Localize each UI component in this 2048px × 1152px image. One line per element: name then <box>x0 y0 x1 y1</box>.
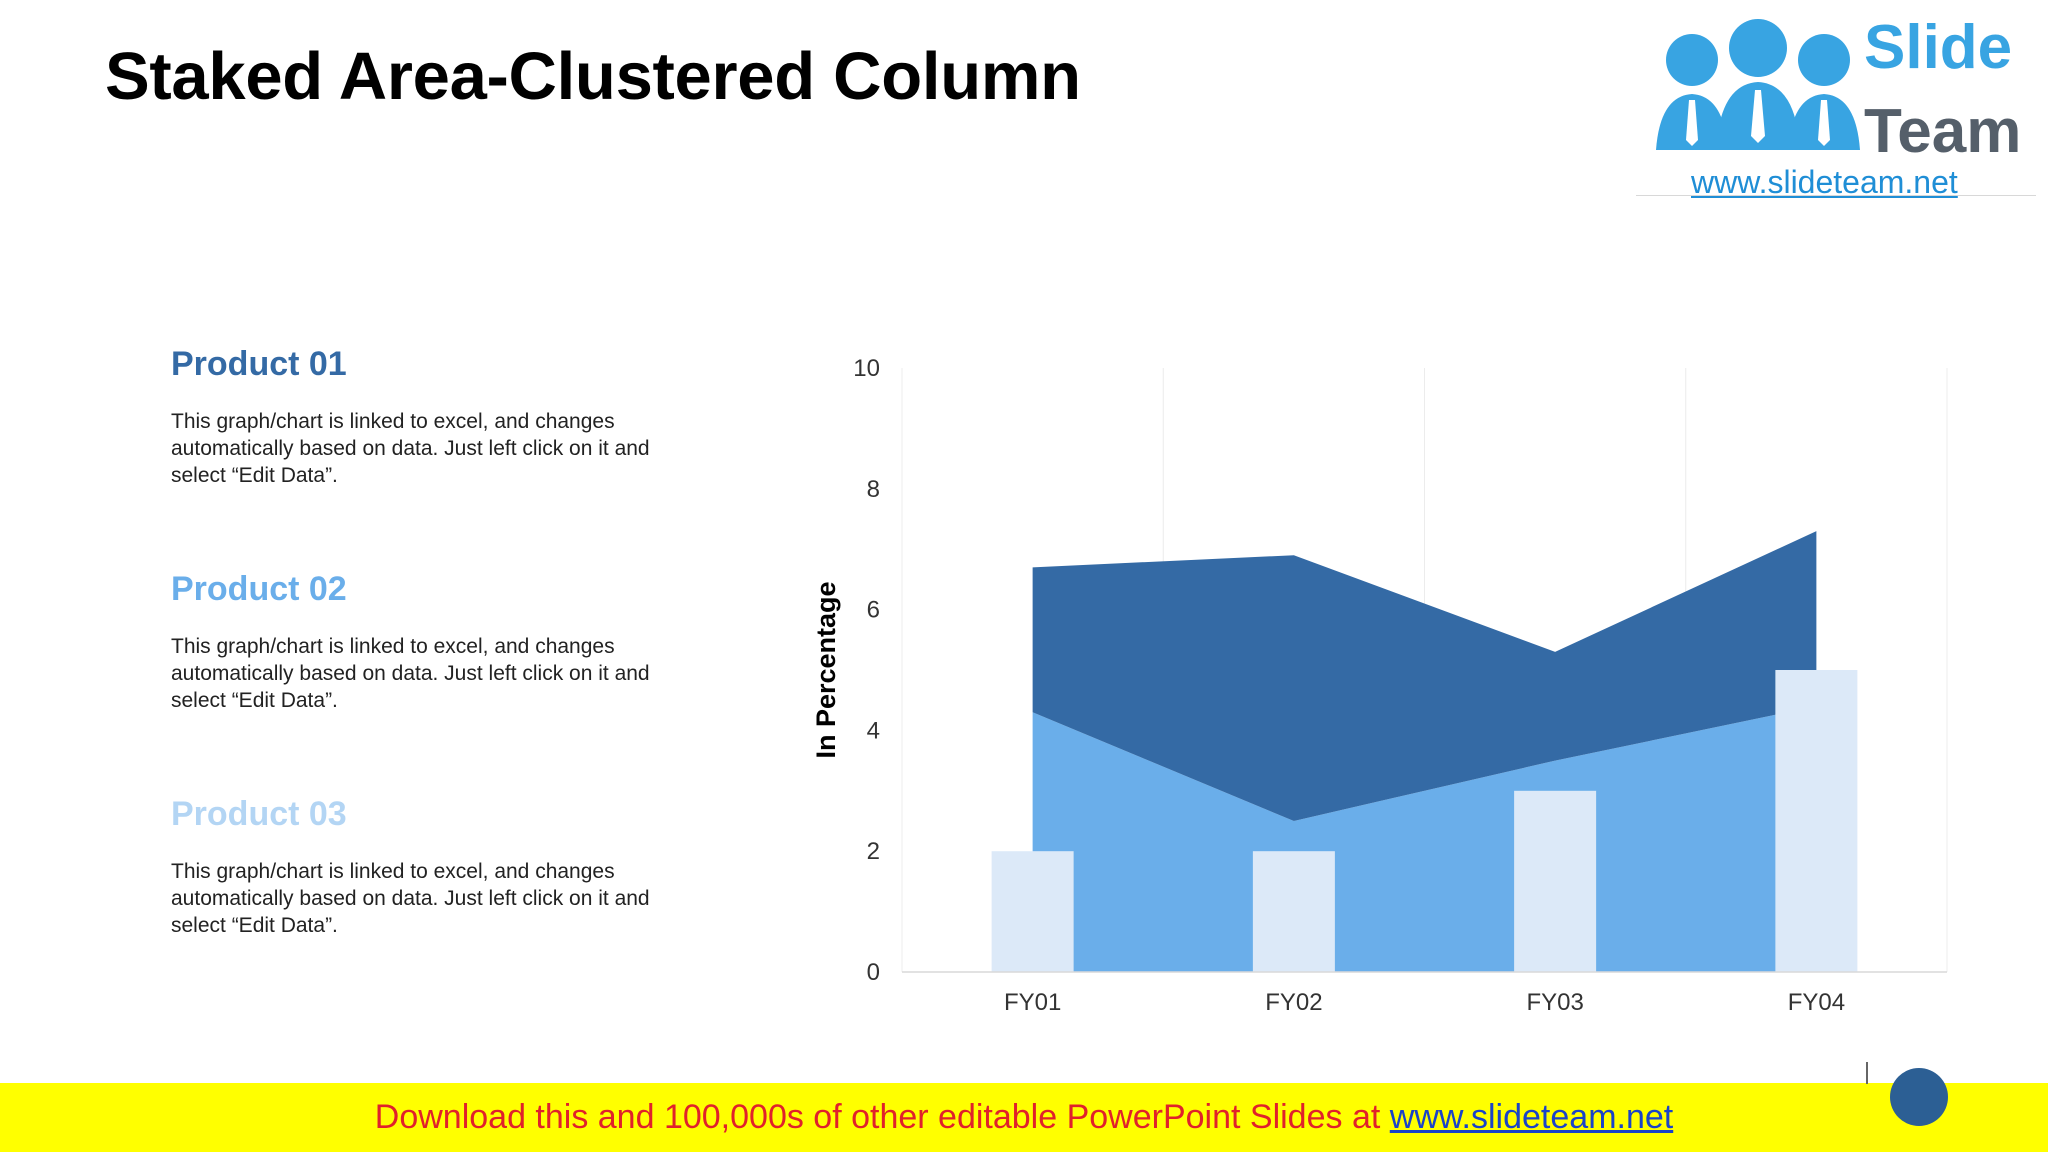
slideteam-logo[interactable]: Slide Team www.slideteam.net <box>1636 0 2036 200</box>
column-bar <box>1252 851 1335 972</box>
stacked-area-column-chart: 0 2 4 6 8 10 FY01 FY02 FY03 FY04 In Percentage <box>811 355 1948 1016</box>
product-item-2: Product 02 This graph/chart is linked to… <box>171 570 691 714</box>
product-description-1: This graph/chart is linked to excel, and… <box>171 410 650 487</box>
banner-link[interactable]: www.slideteam.net <box>1389 1098 1674 1136</box>
x-tick-label: FY02 <box>1265 989 1322 1016</box>
logo-word-team: Team <box>1864 97 2022 166</box>
x-tick-label: FY01 <box>1004 989 1061 1016</box>
page-number-divider <box>1866 1062 1868 1084</box>
area-series-1 <box>1032 706 1817 972</box>
x-tick-label: FY04 <box>1788 989 1845 1016</box>
banner-text: Download this and 100,000s of other edit… <box>374 1098 1390 1136</box>
y-tick-label: 2 <box>867 838 880 865</box>
logo-url-link[interactable]: www.slideteam.net <box>1691 164 1958 200</box>
product-description-2: This graph/chart is linked to excel, and… <box>171 635 650 712</box>
y-tick-label: 4 <box>867 717 880 744</box>
y-tick-label: 0 <box>867 959 880 986</box>
product-heading-3: Product 03 <box>171 795 347 833</box>
y-tick-label: 8 <box>867 476 880 503</box>
area-series-2 <box>1032 531 1817 821</box>
product-item-1: Product 01 This graph/chart is linked to… <box>171 345 691 489</box>
column-bar <box>1514 790 1597 972</box>
column-bar <box>991 851 1074 972</box>
product-item-3: Product 03 This graph/chart is linked to… <box>171 795 691 939</box>
y-tick-label: 10 <box>853 355 880 382</box>
product-description-3: This graph/chart is linked to excel, and… <box>171 860 650 937</box>
x-tick-label: FY03 <box>1526 989 1583 1016</box>
y-tick-label: 6 <box>867 597 880 624</box>
column-bar <box>1775 670 1858 972</box>
people-icon <box>1656 19 1860 150</box>
logo-word-slide: Slide <box>1864 13 2013 82</box>
logo-divider <box>1636 195 2036 196</box>
download-banner: Download this and 100,000s of other edit… <box>0 1083 2048 1152</box>
y-axis-title: In Percentage <box>811 581 841 758</box>
page-number-badge <box>1890 1068 1948 1126</box>
product-heading-1: Product 01 <box>171 345 347 383</box>
slide-title: Staked Area-Clustered Column <box>105 39 1081 114</box>
product-heading-2: Product 02 <box>171 570 347 608</box>
